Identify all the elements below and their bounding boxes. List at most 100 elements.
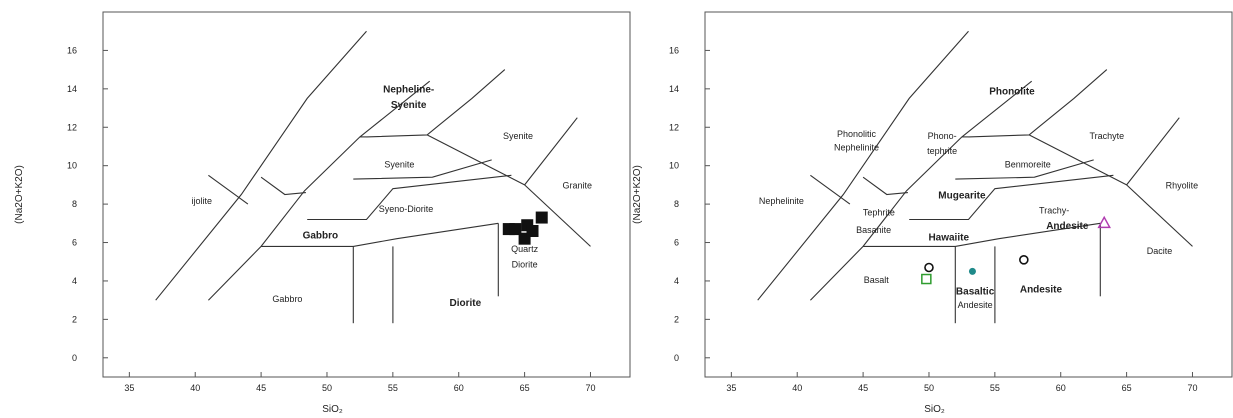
field-label: Andesite <box>958 300 993 310</box>
field-boundary <box>955 159 1094 180</box>
y-tick-label: 8 <box>674 199 679 209</box>
volcanic-tas-diagram: 35 40 45 50 55 60 65 70 0 2 4 6 8 10 12 14 16 SiO₂ (Na2O+K… <box>632 11 1233 415</box>
field-boundary <box>810 80 1033 301</box>
x-tick-label: 70 <box>585 383 595 393</box>
field-boundary <box>909 174 1114 221</box>
field-boundary <box>307 174 512 221</box>
x-tick-label: 45 <box>858 383 868 393</box>
data-point <box>526 225 539 237</box>
field-label: Syenite <box>384 160 414 170</box>
field-boundary <box>261 222 499 247</box>
data-point <box>968 267 976 275</box>
y-tick-label: 10 <box>67 161 77 171</box>
x-tick-label: 45 <box>256 383 266 393</box>
field-label: Granite <box>563 181 593 191</box>
data-point <box>921 273 932 285</box>
field-label: Phonolitic <box>837 129 877 139</box>
x-tick-label: 60 <box>1056 383 1066 393</box>
y-tick-label: 16 <box>67 45 77 55</box>
x-tick-label: 50 <box>322 383 332 393</box>
field-label: Benmoreite <box>1005 160 1051 170</box>
x-tick-label: 60 <box>454 383 464 393</box>
field-label: Nephelinite <box>834 142 879 152</box>
y-tick-label: 0 <box>72 353 77 363</box>
y-tick-label: 2 <box>72 314 77 324</box>
y-tick-label: 0 <box>674 353 679 363</box>
field-boundary <box>366 69 506 138</box>
field-label: Mugearite <box>938 190 986 201</box>
x-tick-label: 65 <box>520 383 530 393</box>
field-boundary <box>757 30 969 301</box>
field-label: Syeno-Diorite <box>379 204 434 214</box>
field-label: ijolite <box>192 196 213 206</box>
y-tick-label: 2 <box>674 314 679 324</box>
x-axis-label: SiO₂ <box>924 404 945 415</box>
y-tick-label: 14 <box>67 84 77 94</box>
field-boundary <box>260 176 306 196</box>
field-label: Basaltic <box>956 286 995 297</box>
field-label: Hawaiite <box>928 233 969 244</box>
y-axis-label: (Na2O+K2O) <box>14 165 25 224</box>
field-label: Quartz <box>511 244 539 254</box>
data-point <box>509 223 522 236</box>
field-label: Gabbro <box>303 231 339 242</box>
field-boundary <box>524 184 591 247</box>
y-tick-label: 8 <box>72 199 77 209</box>
x-axis-label: SiO₂ <box>322 404 343 415</box>
field-label: Basalt <box>864 275 890 285</box>
field-label: Basanite <box>856 225 891 235</box>
field-boundary <box>862 176 908 196</box>
data-point <box>924 262 934 273</box>
x-tick-label: 35 <box>124 383 134 393</box>
field-boundary <box>353 159 492 180</box>
field-boundary <box>1028 134 1127 186</box>
y-tick-label: 12 <box>669 122 679 132</box>
field-boundary <box>1126 184 1193 247</box>
field-label: Diorite <box>449 298 481 309</box>
field-label: Nephelinite <box>759 196 804 206</box>
field-boundary <box>208 80 431 301</box>
x-tick-label: 40 <box>792 383 802 393</box>
x-tick-label: 55 <box>388 383 398 393</box>
data-point <box>535 211 548 224</box>
field-boundary <box>810 174 851 205</box>
x-tick-label: 50 <box>924 383 934 393</box>
y-axis-label: (Na2O+K2O) <box>632 165 643 224</box>
y-tick-label: 14 <box>669 84 679 94</box>
y-tick-label: 6 <box>72 238 77 248</box>
field-label: Rhyolite <box>1166 181 1199 191</box>
y-tick-label: 12 <box>67 122 77 132</box>
field-label: Syenite <box>503 131 533 141</box>
field-label: Trachy- <box>1039 206 1069 216</box>
field-label: Diorite <box>512 260 538 270</box>
x-tick-label: 65 <box>1122 383 1132 393</box>
field-label: Syenite <box>391 100 427 111</box>
plot-frame <box>704 11 1233 378</box>
data-point <box>1019 255 1029 265</box>
field-label: Andesite <box>1046 221 1089 232</box>
field-label: Nepheline- <box>383 85 434 96</box>
y-tick-label: 6 <box>674 238 679 248</box>
field-boundary <box>1126 117 1180 186</box>
field-label: Tephrite <box>863 208 895 218</box>
field-boundary <box>426 134 525 186</box>
y-tick-label: 4 <box>72 276 77 286</box>
plot-frame <box>102 11 631 378</box>
field-boundary <box>863 222 1101 247</box>
y-tick-label: 16 <box>669 45 679 55</box>
x-tick-label: 40 <box>190 383 200 393</box>
y-tick-label: 10 <box>669 161 679 171</box>
field-boundary <box>155 30 367 301</box>
field-label: Andesite <box>1020 284 1063 295</box>
x-tick-label: 35 <box>726 383 736 393</box>
field-label: Trachyte <box>1089 131 1124 141</box>
x-tick-label: 55 <box>990 383 1000 393</box>
field-label: Dacite <box>1147 246 1173 256</box>
x-tick-label: 70 <box>1187 383 1197 393</box>
field-boundary <box>968 69 1108 138</box>
y-tick-label: 4 <box>674 276 679 286</box>
field-boundary <box>524 117 578 186</box>
field-label: Phono- <box>928 131 957 141</box>
field-label: Phonolite <box>989 87 1035 98</box>
